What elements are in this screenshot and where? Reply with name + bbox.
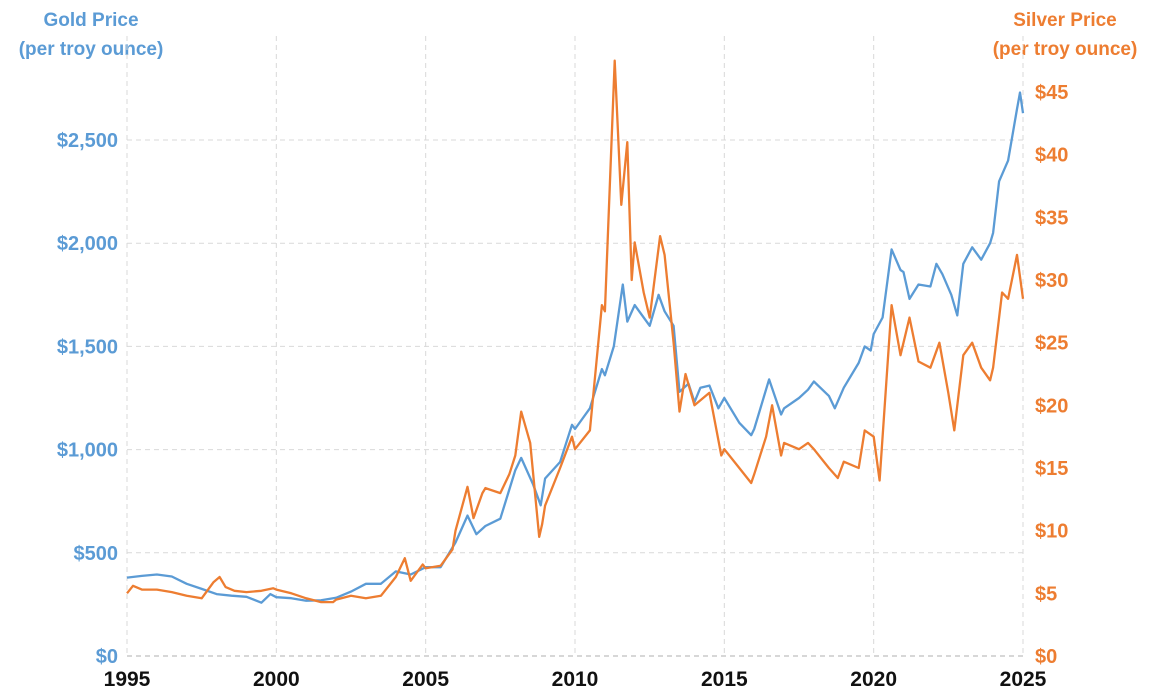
x-tick-label: 2005 — [402, 668, 449, 691]
right-tick-label: $5 — [1035, 583, 1057, 605]
left-axis-title-line-1: Gold Price — [43, 10, 139, 31]
gold-price-line — [126, 91, 1025, 604]
x-tick-label: 2000 — [253, 668, 300, 691]
axes: $0 $500 $1,000 $1,500 $2,000 $2,500 $0 $5 $10 $15… — [57, 82, 1069, 691]
silver-price-line — [126, 59, 1025, 604]
x-tick-label: 2010 — [552, 668, 599, 691]
right-tick-label: $30 — [1035, 270, 1068, 292]
series-lines — [126, 59, 1025, 604]
grid — [126, 36, 1024, 656]
left-tick-label: $1,500 — [57, 336, 118, 358]
left-tick-label: $0 — [96, 646, 118, 668]
right-axis-title: Silver Price (per troy ounce) — [980, 6, 1150, 64]
right-axis-title-line-2: (per troy ounce) — [992, 39, 1138, 60]
x-tick-label: 2025 — [1000, 668, 1047, 691]
right-tick-label: $20 — [1035, 395, 1068, 417]
right-axis-title-line-1: Silver Price — [1013, 10, 1117, 31]
right-tick-label: $10 — [1035, 521, 1068, 543]
left-tick-label: $1,000 — [57, 440, 118, 462]
right-tick-label: $15 — [1035, 458, 1068, 480]
x-tick-label: 2015 — [701, 668, 748, 691]
right-tick-label: $45 — [1035, 82, 1068, 104]
right-tick-label: $25 — [1035, 333, 1068, 355]
right-tick-label: $35 — [1035, 207, 1068, 229]
x-tick-label: 1995 — [104, 668, 151, 691]
left-tick-label: $2,500 — [57, 130, 118, 152]
right-tick-label: $0 — [1035, 646, 1057, 668]
right-tick-label: $40 — [1035, 145, 1068, 167]
left-tick-label: $500 — [74, 543, 119, 565]
left-tick-label: $2,000 — [57, 233, 118, 255]
x-tick-label: 2020 — [850, 668, 897, 691]
